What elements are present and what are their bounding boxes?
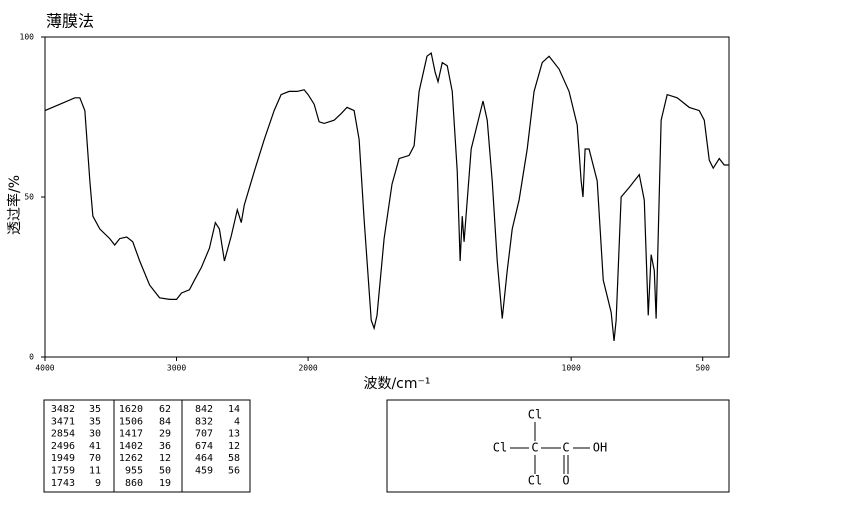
- table-cell: 4: [234, 416, 240, 427]
- table-cell: 35: [89, 416, 101, 427]
- table-cell: 3471: [51, 416, 75, 427]
- y-tick-label: 50: [24, 193, 34, 202]
- table-cell: 12: [159, 453, 171, 464]
- x-tick-label: 500: [695, 364, 710, 373]
- spectrum-line: [44, 51, 729, 342]
- table-cell: 9: [95, 478, 101, 489]
- bonds: [510, 422, 590, 474]
- table-cell: 35: [89, 404, 101, 415]
- table-cell: 14: [228, 404, 240, 415]
- table-cell: 1759: [51, 466, 75, 477]
- table-cell: 19: [159, 478, 171, 489]
- table-cell: 832: [195, 416, 213, 427]
- table-cell: 674: [195, 441, 213, 452]
- table-cell: 3482: [51, 404, 75, 415]
- x-tick-label: 1000: [562, 364, 581, 373]
- table-cell: 84: [159, 416, 171, 427]
- atom: C: [562, 441, 569, 455]
- peak-table-frame: [43, 399, 251, 493]
- atom: O: [562, 474, 569, 488]
- table-cell: 56: [228, 466, 240, 477]
- table-cell: 2496: [51, 441, 75, 452]
- table-cell: 459: [195, 466, 213, 477]
- atom: Cl: [493, 441, 507, 455]
- table-cell: 12: [228, 441, 240, 452]
- chart-title: 薄膜法: [46, 12, 94, 31]
- table-cell: 842: [195, 404, 213, 415]
- table-cell: 1743: [51, 478, 75, 489]
- table-cell: 1417: [119, 429, 143, 440]
- table-cell: 860: [125, 478, 143, 489]
- table-cell: 1506: [119, 416, 143, 427]
- table-cell: 29: [159, 429, 171, 440]
- atom: OH: [593, 441, 607, 455]
- x-axis-label: 波数/cm⁻¹: [363, 376, 430, 392]
- y-tick-label: 100: [20, 33, 35, 42]
- table-cell: 707: [195, 429, 213, 440]
- table-cell: 50: [159, 466, 171, 477]
- plot-frame: [44, 36, 730, 358]
- y-axis-label: 透过率/%: [6, 175, 23, 235]
- table-cell: 1402: [119, 441, 143, 452]
- table-cell: 1949: [51, 453, 75, 464]
- x-tick-label: 3000: [167, 364, 186, 373]
- table-cell: 13: [228, 429, 240, 440]
- atom: Cl: [528, 474, 542, 488]
- table-cell: 2854: [51, 429, 75, 440]
- atom: Cl: [528, 408, 542, 422]
- table-cell: 41: [89, 441, 101, 452]
- table-cell: 30: [89, 429, 101, 440]
- structure-frame: [386, 399, 730, 493]
- table-cell: 70: [89, 453, 101, 464]
- table-cell: 36: [159, 441, 171, 452]
- x-tick-label: 2000: [298, 364, 317, 373]
- table-cell: 11: [89, 466, 101, 477]
- x-tick-label: 4000: [35, 364, 54, 373]
- y-tick-label: 0: [29, 353, 34, 362]
- table-cell: 1620: [119, 404, 143, 415]
- table-cell: 955: [125, 466, 143, 477]
- table-cell: 464: [195, 453, 213, 464]
- table-cell: 58: [228, 453, 240, 464]
- table-cell: 62: [159, 404, 171, 415]
- atom: C: [531, 441, 538, 455]
- table-cell: 1262: [119, 453, 143, 464]
